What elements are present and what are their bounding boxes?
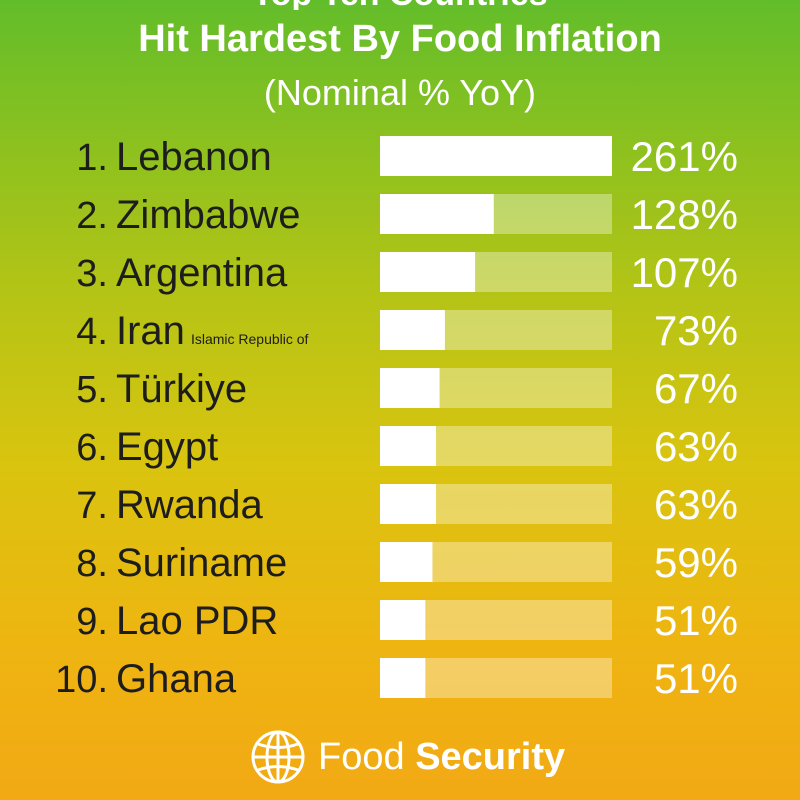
category-note: Islamic Republic of <box>191 331 309 347</box>
value-label: 63% <box>654 481 738 528</box>
value-label: 261% <box>631 133 738 180</box>
category-label: Iran <box>116 309 185 353</box>
category-label: Argentina <box>116 251 288 295</box>
chart-subtitle: (Nominal % YoY) <box>263 72 537 113</box>
globe-icon <box>251 730 305 784</box>
rank-label: 5. <box>76 369 108 411</box>
bar <box>380 426 436 466</box>
category-label: Lao PDR <box>116 599 278 643</box>
rank-label: 8. <box>76 543 108 585</box>
category-label: Rwanda <box>116 483 264 527</box>
food-security-logo: Food Security <box>250 722 565 792</box>
rank-label: 2. <box>76 195 108 237</box>
value-label: 51% <box>654 597 738 644</box>
logo-text: Food Security <box>318 736 565 779</box>
logo-text-bold: Security <box>415 735 566 778</box>
bar <box>380 194 494 234</box>
bar <box>380 136 612 176</box>
chart-title: Hit Hardest By Food Inflation <box>138 18 662 60</box>
chart-title-top: Top Ten Countries <box>0 0 800 10</box>
value-label: 107% <box>631 249 738 296</box>
value-label: 128% <box>631 191 738 238</box>
rank-label: 9. <box>76 601 108 643</box>
bar <box>380 310 445 350</box>
rank-label: 4. <box>76 311 108 353</box>
value-label: 73% <box>654 307 738 354</box>
rank-label: 1. <box>76 137 108 179</box>
value-label: 67% <box>654 365 738 412</box>
bar <box>380 252 476 292</box>
rank-label: 3. <box>76 253 108 295</box>
bar <box>380 600 426 640</box>
value-label: 51% <box>654 655 738 702</box>
bar <box>380 658 426 698</box>
rank-label: 6. <box>76 427 108 469</box>
category-label: Zimbabwe <box>116 193 301 237</box>
bar <box>380 542 433 582</box>
bar <box>380 368 440 408</box>
category-label: Lebanon <box>116 135 272 179</box>
category-label: Egypt <box>116 425 218 469</box>
value-label: 63% <box>654 423 738 470</box>
category-label: Türkiye <box>116 367 247 411</box>
category-label: Suriname <box>116 541 287 585</box>
bar <box>380 484 436 524</box>
logo-text-light: Food <box>318 735 405 778</box>
rank-label: 10. <box>55 659 108 701</box>
value-label: 59% <box>654 539 738 586</box>
category-label: Ghana <box>116 657 237 701</box>
rank-label: 7. <box>76 485 108 527</box>
